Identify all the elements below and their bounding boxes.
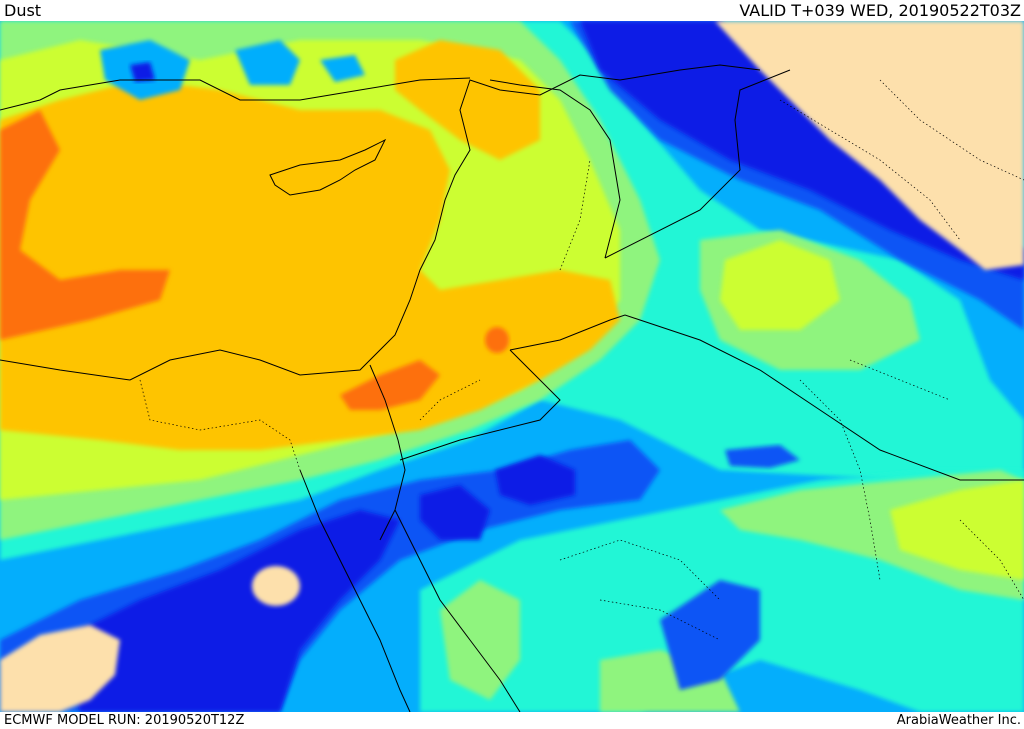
internal-dotted-boundaries [139, 79, 1024, 641]
jordan-saudi-border [509, 314, 1024, 481]
red-sea-west-coast [299, 469, 411, 712]
gulf-aqaba-border [369, 364, 406, 541]
orange-region-north [395, 40, 540, 160]
jordan-iraq-border [399, 349, 561, 461]
header-bar: Dust VALID T+039 WED, 20190522T03Z [0, 0, 1024, 21]
darkorange-spot [485, 327, 509, 353]
darkblue-patch-south [495, 455, 575, 505]
green-region-south [440, 580, 520, 700]
lightblue-patch-north3 [320, 55, 365, 82]
darkblue-band-southwest [60, 510, 400, 712]
land-no-data-northeast [715, 21, 1024, 270]
model-run-label: ECMWF MODEL RUN: 20190520T12Z [4, 713, 245, 728]
darkorange-region-west [0, 110, 170, 340]
darkblue-band-northeast [580, 21, 1024, 280]
map-title: Dust [4, 1, 42, 20]
darkblue-patch-south2 [420, 485, 490, 540]
darkorange-region-center [340, 360, 440, 410]
darkblue-patch-nw [130, 62, 155, 82]
orange-region-main [0, 80, 620, 450]
land-no-data-southwest-island [252, 566, 300, 606]
syria-iraq-border [489, 79, 621, 259]
yellowgreen-region-southeast [890, 480, 1024, 580]
yellowgreen-region-east [720, 240, 840, 330]
credit-label: ArabiaWeather Inc. [896, 713, 1021, 728]
coastline-north-africa [0, 64, 761, 381]
cyprus [269, 138, 387, 196]
lightblue-patch-north2 [235, 40, 300, 85]
coastline-turkey [0, 77, 471, 111]
red-sea-east-coast [394, 509, 521, 712]
footer-bar: ECMWF MODEL RUN: 20190520T12Z ArabiaWeat… [0, 712, 1024, 729]
boundary-lines [0, 64, 1024, 712]
valid-time-label: VALID T+039 WED, 20190522T03Z [739, 1, 1021, 20]
iraq-saudi-border [604, 69, 791, 259]
land-no-data-southwest [0, 625, 120, 712]
dust-concentration-map [0, 21, 1024, 712]
blue-patch-east [725, 445, 800, 468]
